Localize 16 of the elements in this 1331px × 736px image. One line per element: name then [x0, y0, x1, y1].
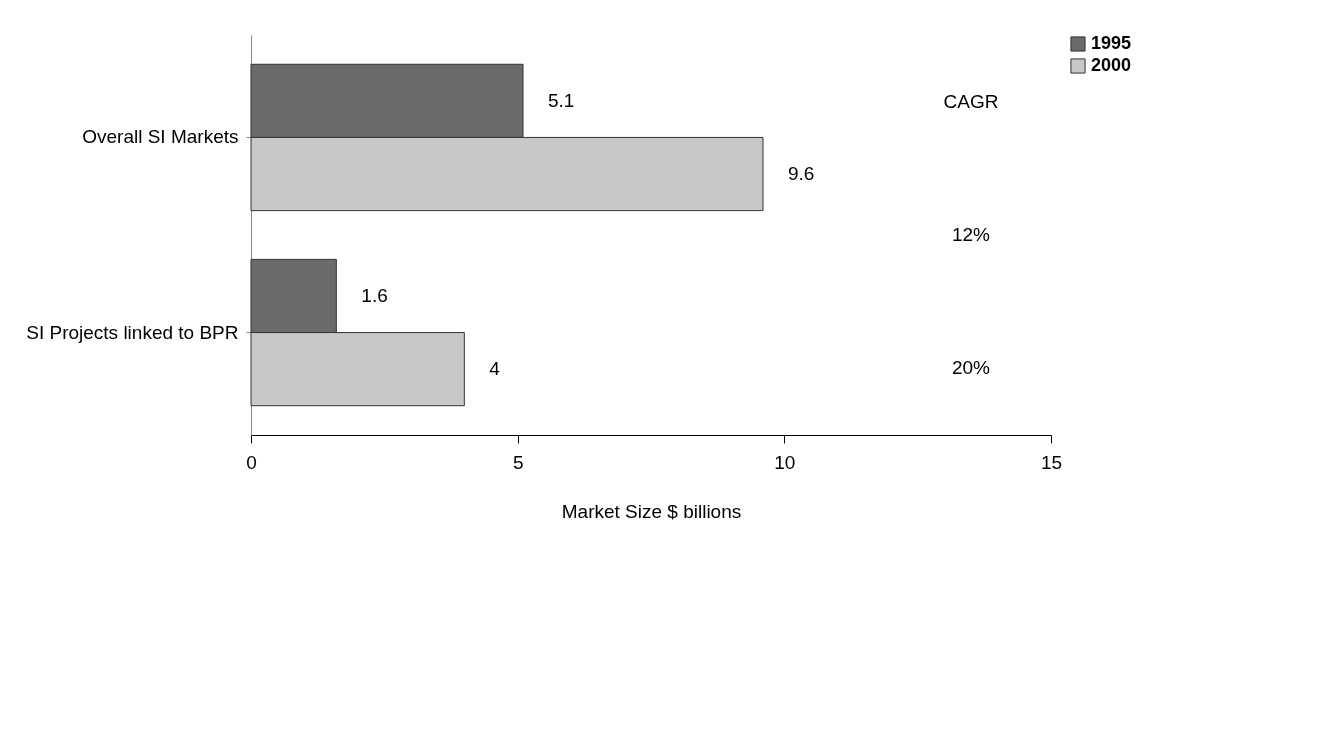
x-tick-label: 15: [1040, 451, 1063, 473]
y-tick-label: SI Projects linked to BPR: [26, 321, 239, 343]
x-tick-label: 0: [246, 451, 257, 473]
legend-label: 1995: [1091, 33, 1132, 53]
data-label: 9.6: [788, 163, 815, 185]
x-tick-label: 10: [774, 451, 796, 473]
legend-label: 2000: [1091, 55, 1132, 75]
data-label: 1.6: [361, 284, 388, 306]
x-tick-label: 5: [512, 451, 524, 473]
y-tick-label: Overall SI Markets: [82, 126, 239, 148]
x-axis-title: Market Size $ billions: [561, 500, 742, 522]
data-label: 4: [489, 358, 501, 380]
annotation: CAGR: [943, 90, 999, 112]
annotation: 12%: [951, 224, 991, 245]
data-label: 5.1: [548, 89, 575, 111]
annotation: 20%: [951, 357, 991, 379]
